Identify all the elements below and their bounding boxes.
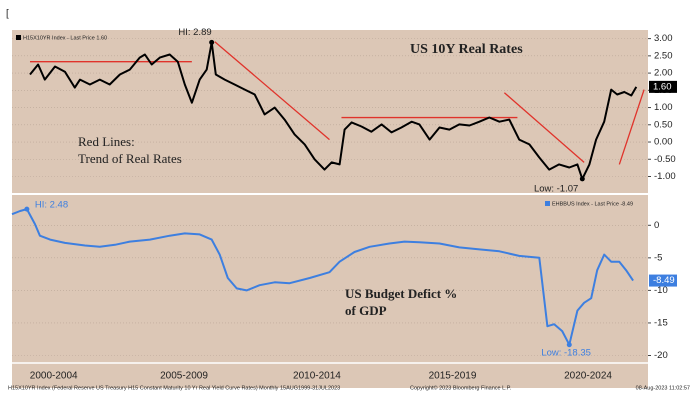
y-tick-label: -15 [654, 317, 668, 328]
y-tick-label: 1.00 [654, 102, 673, 113]
y-tick-label: -10 [654, 285, 668, 296]
legend-label: H15X10YR Index - Last Price 1.60 [23, 35, 107, 41]
y-tick-label: 0.00 [654, 137, 673, 148]
legend-label: EHBBUS Index - Last Price -8.49 [552, 201, 633, 207]
annotation-point [566, 342, 572, 348]
annotation-point [579, 176, 585, 182]
plot-background [12, 30, 648, 388]
y-tick-label: 2.00 [654, 68, 673, 79]
y-tick-label: -1.00 [654, 171, 676, 182]
last-price-box [649, 274, 677, 287]
footer-timestamp: 08-Aug-2023 11:02:57 [636, 385, 690, 391]
last-price-label: 1.60 [653, 81, 672, 92]
annotation-label: HI: 2.89 [178, 27, 211, 38]
x-tick-label: 2015-2019 [429, 371, 477, 382]
footer-source: H15X10YR Index (Federal Reserve US Treas… [8, 385, 340, 391]
chart-title: US 10Y Real Rates [410, 42, 523, 57]
x-tick-label: 2010-2014 [293, 371, 341, 382]
annotation-text: Trend of Real Rates [78, 151, 182, 166]
last-price-box [649, 80, 677, 93]
y-tick-label: -20 [654, 350, 668, 361]
legend-swatch [16, 35, 21, 40]
annotation-label: Low: -18.35 [541, 347, 591, 358]
last-price-label: -8.49 [653, 275, 675, 286]
annotation-label: Low: -1.07 [534, 183, 578, 194]
legend-swatch [545, 201, 550, 206]
x-tick-label: 2000-2004 [30, 371, 78, 382]
y-tick-label: -0.50 [654, 154, 676, 165]
annotation-text: Red Lines: [78, 134, 135, 149]
x-tick-label: 2005-2009 [160, 371, 208, 382]
corner-mark: [ [6, 9, 9, 20]
chart-title: US Budget Defict % [345, 286, 457, 301]
y-tick-label: 3.00 [654, 33, 673, 44]
y-tick-label: -5 [654, 252, 662, 263]
chart-title: of GDP [345, 303, 387, 318]
footer-copyright: Copyright© 2023 Bloomberg Finance L.P. [410, 384, 512, 391]
trend-line [214, 41, 330, 141]
annotation-label: HI: 2.48 [35, 200, 68, 211]
series-line [11, 208, 634, 346]
series-line [29, 41, 638, 180]
y-tick-label: 2.50 [654, 50, 673, 61]
y-tick-label: 0.50 [654, 119, 673, 130]
trend-line [618, 89, 645, 165]
x-tick-label: 2020-2024 [564, 371, 612, 382]
trend-line [503, 92, 585, 163]
annotation-point [209, 39, 215, 45]
y-tick-label: 0 [654, 220, 659, 231]
annotation-point [24, 206, 30, 212]
